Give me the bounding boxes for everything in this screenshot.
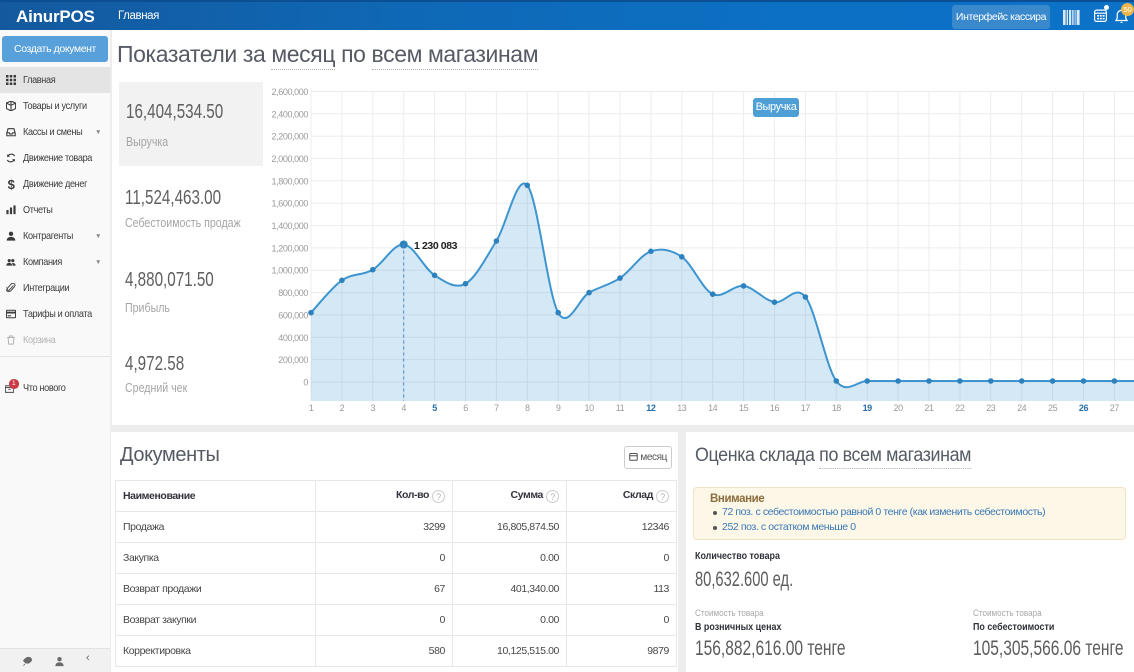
svg-text:200,000: 200,000 xyxy=(278,355,308,365)
svg-text:1,000,000: 1,000,000 xyxy=(272,266,309,276)
svg-text:15: 15 xyxy=(739,403,749,413)
svg-text:14: 14 xyxy=(708,403,718,413)
svg-text:600,000: 600,000 xyxy=(278,310,308,320)
svg-text:1,600,000: 1,600,000 xyxy=(272,199,309,209)
svg-text:1,200,000: 1,200,000 xyxy=(272,243,309,253)
svg-text:1,400,000: 1,400,000 xyxy=(272,221,309,231)
svg-text:11: 11 xyxy=(616,403,625,413)
svg-text:19: 19 xyxy=(863,403,873,413)
svg-text:9: 9 xyxy=(556,403,561,413)
svg-text:2,000,000: 2,000,000 xyxy=(272,154,309,164)
svg-text:6: 6 xyxy=(463,403,468,413)
svg-text:5: 5 xyxy=(432,403,437,413)
svg-text:21: 21 xyxy=(924,403,934,413)
svg-text:400,000: 400,000 xyxy=(278,333,308,343)
svg-text:3: 3 xyxy=(370,403,375,413)
svg-text:17: 17 xyxy=(801,403,811,413)
svg-text:8: 8 xyxy=(525,403,530,413)
svg-text:2,400,000: 2,400,000 xyxy=(272,109,309,119)
svg-text:7: 7 xyxy=(494,403,499,413)
svg-text:2: 2 xyxy=(340,403,345,413)
svg-text:2,600,000: 2,600,000 xyxy=(272,87,309,97)
svg-text:20: 20 xyxy=(893,403,903,413)
svg-text:18: 18 xyxy=(832,403,842,413)
svg-text:13: 13 xyxy=(677,403,687,413)
svg-text:1,800,000: 1,800,000 xyxy=(272,176,309,186)
svg-text:23: 23 xyxy=(986,403,996,413)
svg-text:25: 25 xyxy=(1048,403,1058,413)
svg-text:22: 22 xyxy=(955,403,965,413)
svg-text:800,000: 800,000 xyxy=(278,288,308,298)
svg-text:4: 4 xyxy=(401,403,406,413)
svg-text:10: 10 xyxy=(584,403,594,413)
svg-text:16: 16 xyxy=(770,403,780,413)
svg-text:2,200,000: 2,200,000 xyxy=(272,132,309,142)
svg-text:1: 1 xyxy=(309,403,314,413)
svg-text:24: 24 xyxy=(1017,403,1027,413)
svg-text:1 230 083: 1 230 083 xyxy=(414,240,458,252)
svg-text:0: 0 xyxy=(303,378,308,388)
svg-text:26: 26 xyxy=(1079,403,1089,413)
svg-text:12: 12 xyxy=(646,403,656,413)
svg-text:27: 27 xyxy=(1110,403,1120,413)
